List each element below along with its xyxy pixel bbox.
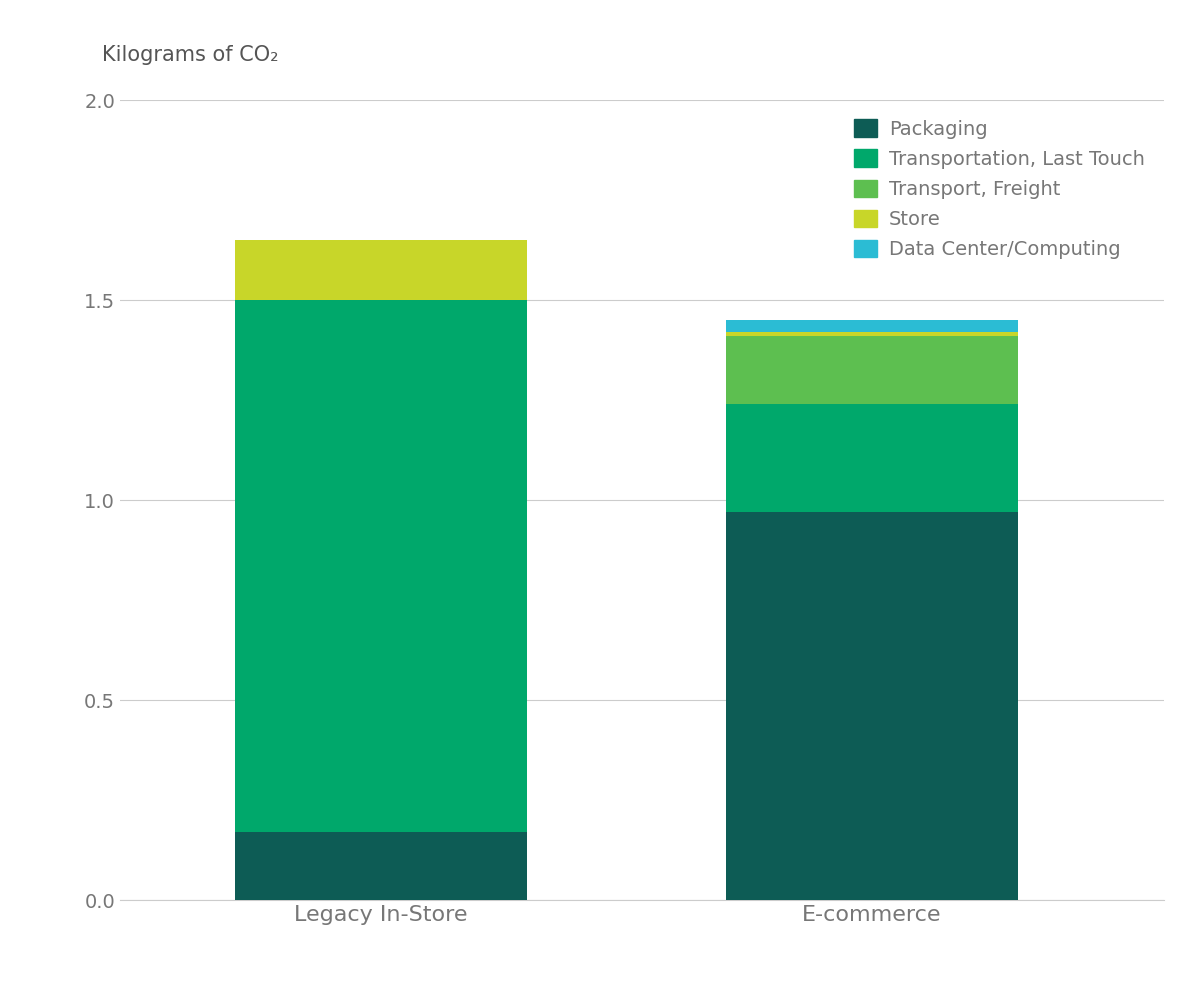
Bar [235, 832, 527, 900]
Bar [726, 320, 1018, 332]
Bar [726, 404, 1018, 512]
Bar [235, 300, 527, 832]
Bar [726, 336, 1018, 404]
Text: Kilograms of CO₂: Kilograms of CO₂ [102, 45, 278, 65]
Legend: Packaging, Transportation, Last Touch, Transport, Freight, Store, Data Center/Co: Packaging, Transportation, Last Touch, T… [844, 110, 1154, 269]
Bar [726, 332, 1018, 336]
Bar [726, 512, 1018, 900]
Bar [235, 240, 527, 300]
